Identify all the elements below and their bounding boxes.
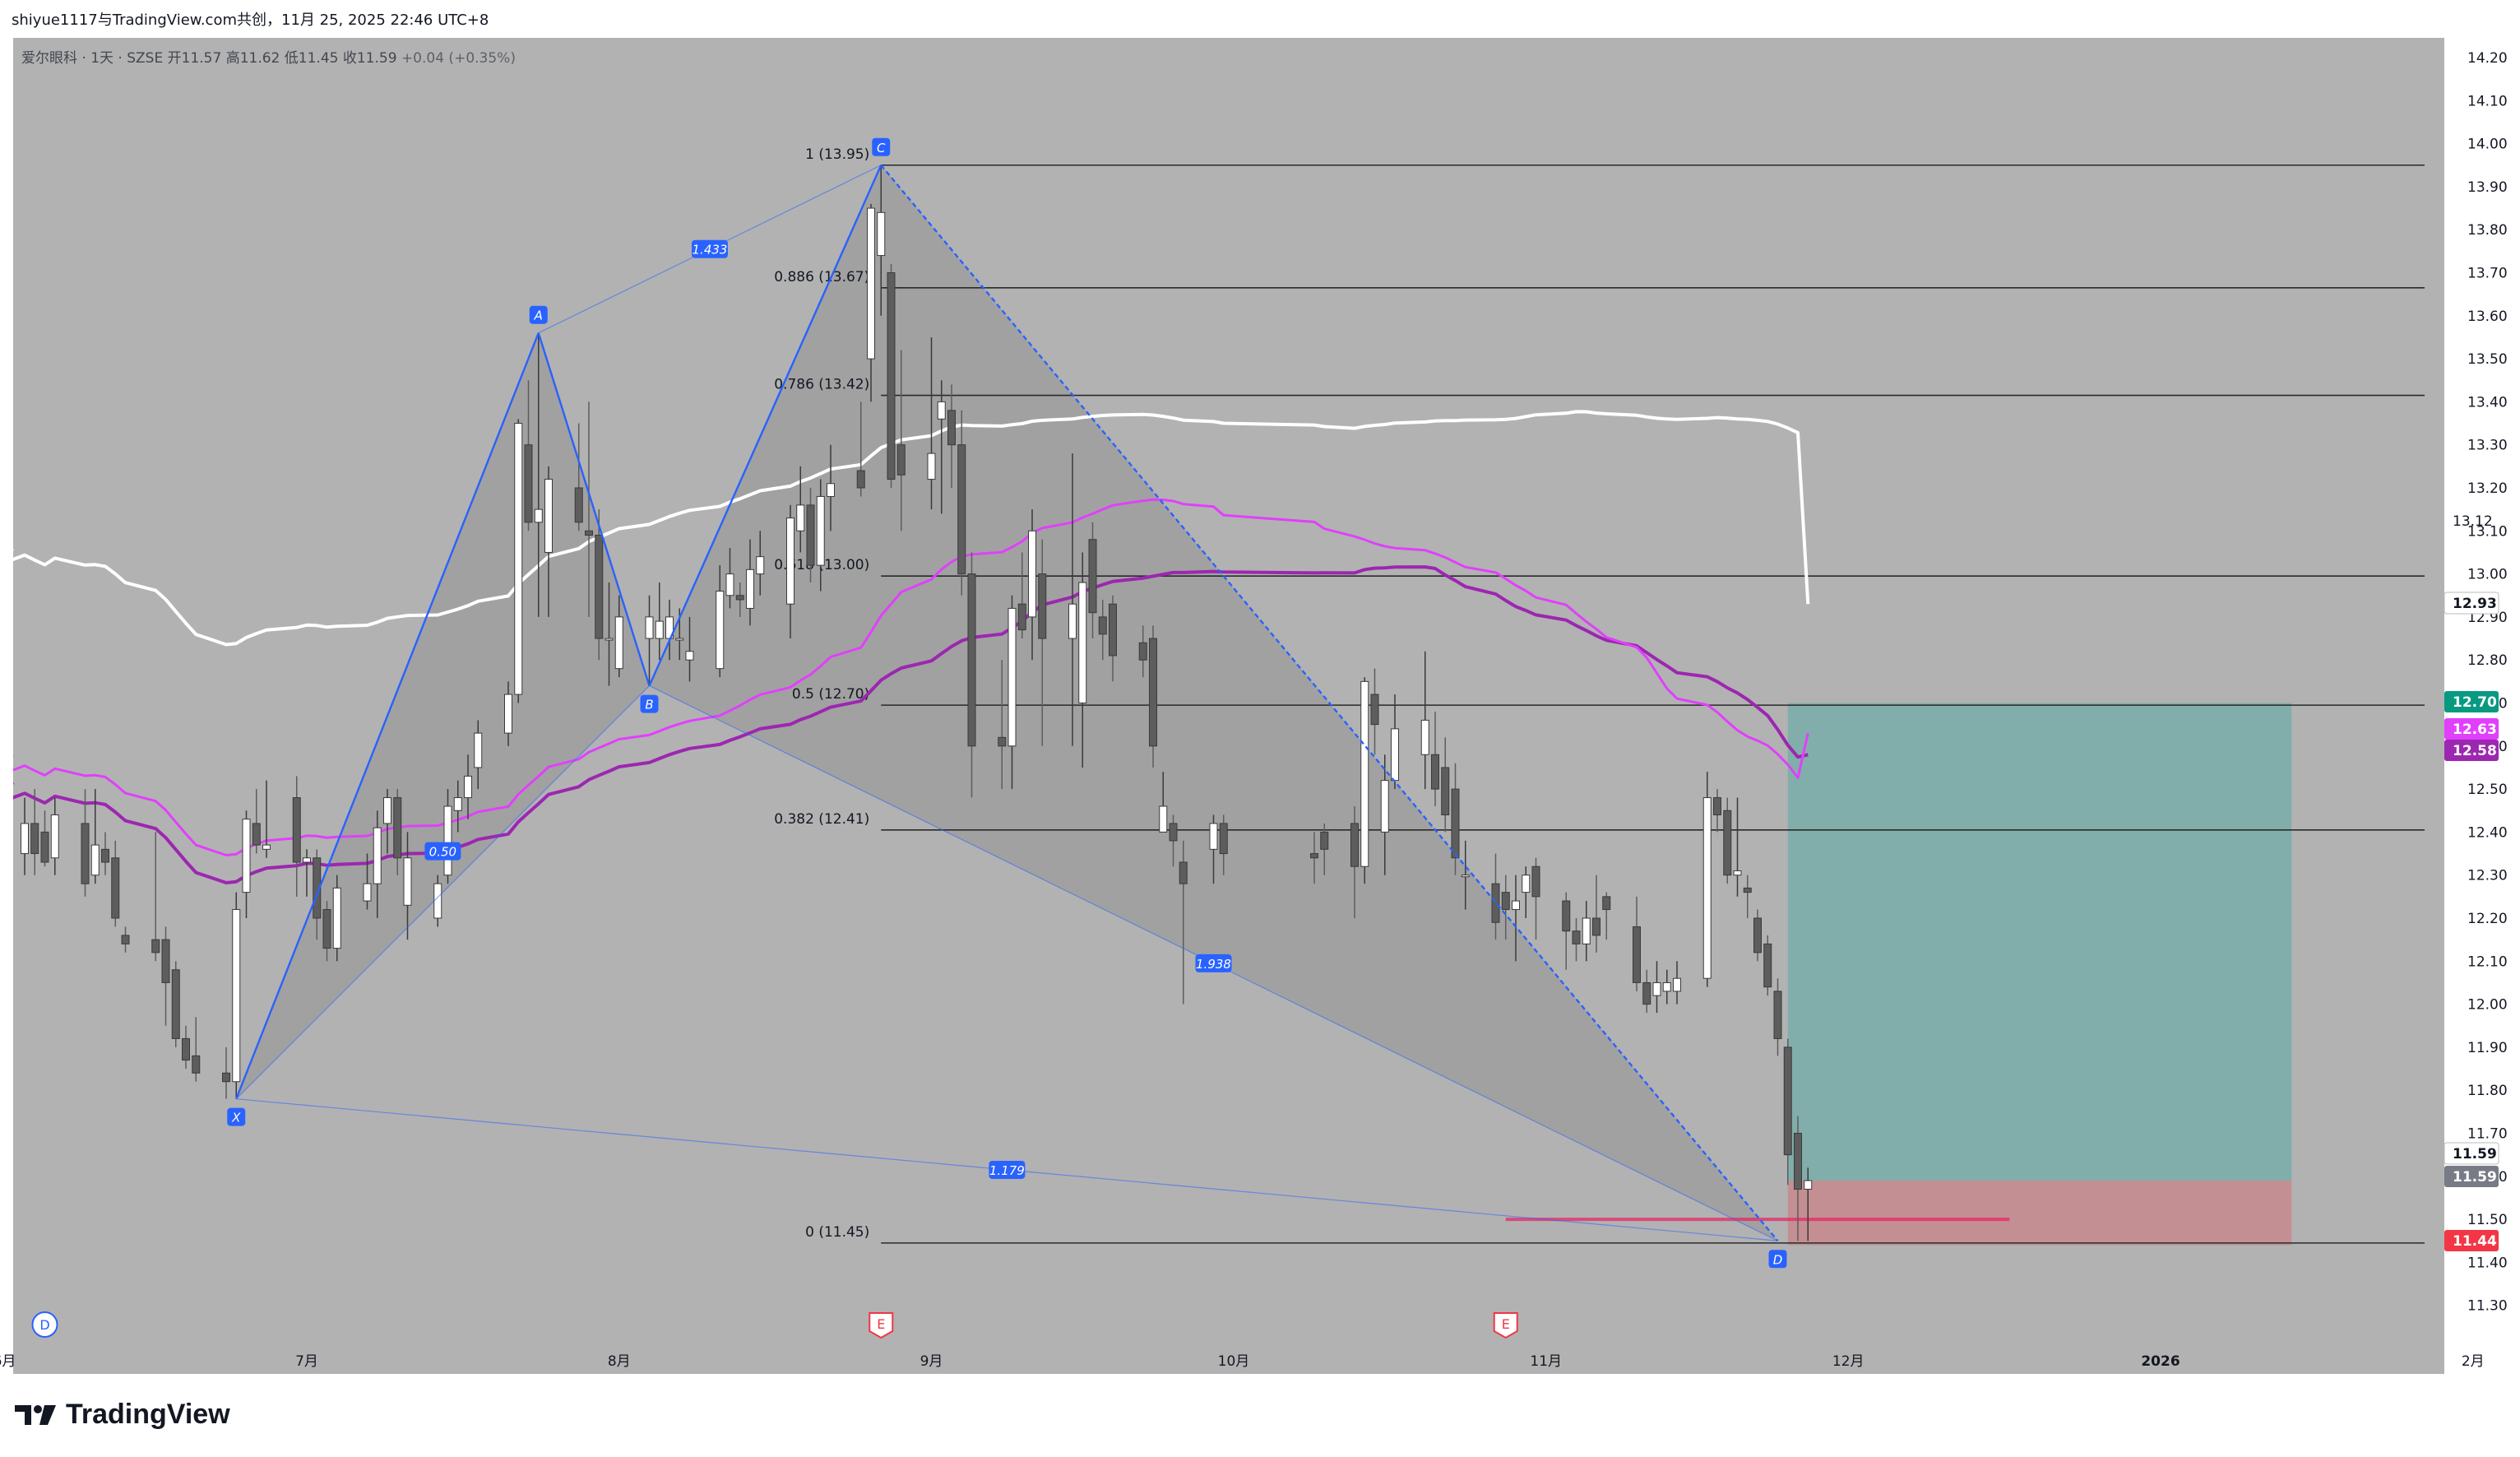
low-value: 11.45 [298,50,339,67]
symbol-title: 爱尔眼科 · 1天 · SZSE [21,50,164,67]
change-value: +0.04 (+0.35%) [401,50,516,67]
price-axis[interactable] [2444,38,2510,1374]
high-label: 高 [225,50,240,67]
symbol-legend: 爱尔眼科 · 1天 · SZSE 开11.57 高11.62 低11.45 收1… [21,46,516,67]
close-value: 11.59 [356,50,397,67]
tradingview-logo[interactable]: TradingView [15,1399,230,1431]
open-label: 开 [167,50,182,67]
open-value: 11.57 [181,50,222,67]
tradingview-logo-icon [15,1404,56,1425]
chart-share-header: shiyue1117与TradingView.com共创，11月 25, 202… [12,12,489,29]
chart-plot-area[interactable] [13,38,2444,1374]
tradingview-logo-text: TradingView [66,1399,230,1430]
close-label: 收 [342,50,357,67]
high-value: 11.62 [239,50,280,67]
low-label: 低 [284,50,299,67]
